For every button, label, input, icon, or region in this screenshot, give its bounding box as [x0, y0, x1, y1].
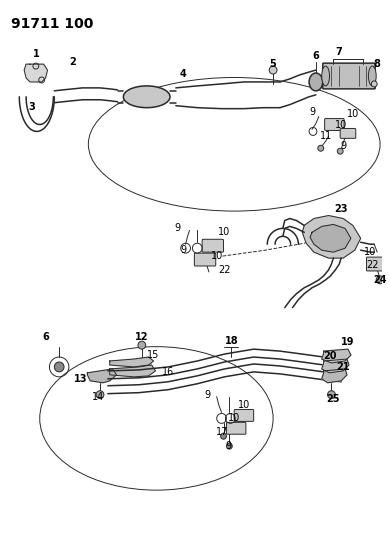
Text: 19: 19: [341, 337, 355, 347]
Text: 2: 2: [69, 57, 76, 67]
Text: 10: 10: [228, 414, 240, 423]
Text: 8: 8: [374, 59, 381, 69]
FancyBboxPatch shape: [194, 253, 216, 266]
Text: 5: 5: [270, 59, 277, 69]
FancyBboxPatch shape: [340, 128, 356, 139]
Text: 12: 12: [135, 332, 149, 342]
Polygon shape: [110, 365, 156, 377]
Text: 9: 9: [225, 441, 231, 451]
Text: 15: 15: [147, 350, 160, 360]
Text: 3: 3: [28, 102, 35, 112]
Circle shape: [328, 391, 335, 399]
Text: 1: 1: [32, 49, 39, 59]
Text: 10: 10: [335, 120, 347, 131]
Circle shape: [376, 276, 384, 284]
Text: 10: 10: [211, 251, 223, 261]
Circle shape: [96, 391, 104, 399]
Text: 20: 20: [323, 351, 336, 361]
FancyBboxPatch shape: [227, 422, 246, 434]
Text: 9: 9: [181, 245, 187, 255]
Circle shape: [227, 443, 232, 449]
Circle shape: [269, 66, 277, 74]
Text: 21: 21: [337, 362, 350, 372]
Text: 10: 10: [238, 400, 250, 409]
Circle shape: [138, 341, 146, 349]
Polygon shape: [322, 349, 351, 363]
Text: 10: 10: [218, 228, 230, 237]
Text: 14: 14: [92, 392, 104, 402]
Ellipse shape: [369, 66, 376, 86]
Circle shape: [221, 433, 227, 439]
Polygon shape: [302, 215, 361, 258]
Polygon shape: [87, 369, 117, 383]
Text: 24: 24: [373, 275, 387, 285]
Text: 9: 9: [340, 141, 346, 151]
Text: 18: 18: [225, 336, 238, 346]
Polygon shape: [110, 357, 154, 367]
Text: 10: 10: [364, 247, 376, 257]
Ellipse shape: [322, 66, 330, 86]
Text: 17: 17: [216, 427, 229, 437]
FancyBboxPatch shape: [234, 409, 254, 422]
Text: 13: 13: [74, 374, 87, 384]
Circle shape: [337, 148, 343, 154]
Circle shape: [318, 146, 324, 151]
Circle shape: [371, 81, 377, 87]
Text: 25: 25: [327, 393, 340, 403]
Text: 22: 22: [366, 260, 379, 270]
Polygon shape: [322, 369, 347, 383]
FancyBboxPatch shape: [323, 63, 375, 89]
Circle shape: [54, 362, 64, 372]
Polygon shape: [24, 64, 48, 82]
Text: 6: 6: [42, 332, 49, 342]
Text: 7: 7: [335, 47, 342, 57]
Text: 10: 10: [347, 109, 359, 119]
FancyBboxPatch shape: [202, 239, 223, 252]
Text: 23: 23: [335, 204, 348, 214]
Polygon shape: [310, 224, 351, 252]
Text: 4: 4: [179, 69, 186, 79]
Polygon shape: [322, 359, 349, 373]
Text: 9: 9: [309, 107, 315, 117]
Text: 91711 100: 91711 100: [11, 17, 93, 30]
Text: 22: 22: [218, 265, 231, 275]
Ellipse shape: [123, 86, 170, 108]
Text: 11: 11: [319, 131, 332, 141]
Text: 6: 6: [312, 51, 319, 61]
FancyBboxPatch shape: [367, 257, 388, 271]
Ellipse shape: [309, 73, 323, 91]
Text: 9: 9: [175, 223, 181, 233]
Text: 16: 16: [162, 367, 174, 377]
FancyBboxPatch shape: [324, 118, 344, 131]
Text: 9: 9: [204, 390, 210, 400]
